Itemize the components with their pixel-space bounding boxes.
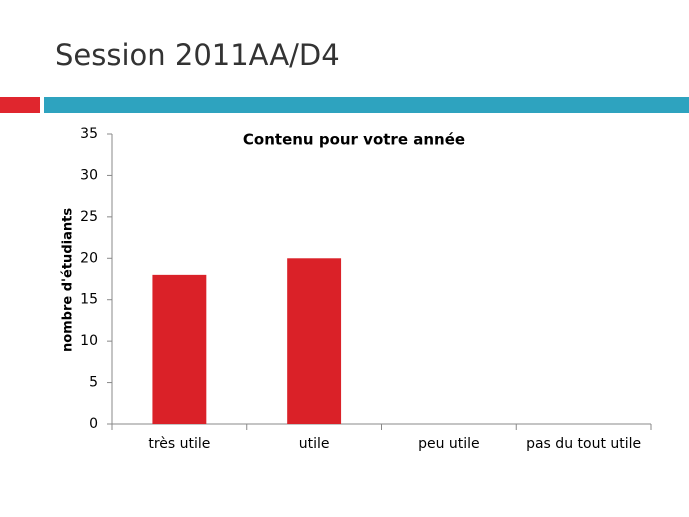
y-tick-label: 5 [89,375,98,391]
y-axis-label: nombre d'étudiants [61,208,76,352]
accent-bar [0,97,40,113]
x-tick-label: peu utile [418,436,480,452]
bar [152,274,207,424]
y-tick-label: 30 [80,167,98,183]
chart-title: Contenu pour votre année [243,131,465,149]
header-bar [44,97,689,113]
y-tick-label: 20 [80,250,98,266]
y-tick-label: 10 [80,333,98,349]
y-tick-label: 25 [80,209,98,225]
x-tick-label: utile [299,436,330,452]
x-tick-label: très utile [148,436,210,452]
bar [287,258,342,424]
y-tick-label: 0 [89,416,98,432]
slide-title: Session 2011AA/D4 [55,38,340,72]
x-tick-label: pas du tout utile [526,436,641,452]
y-tick-label: 15 [80,292,98,308]
y-tick-label: 35 [80,126,98,142]
